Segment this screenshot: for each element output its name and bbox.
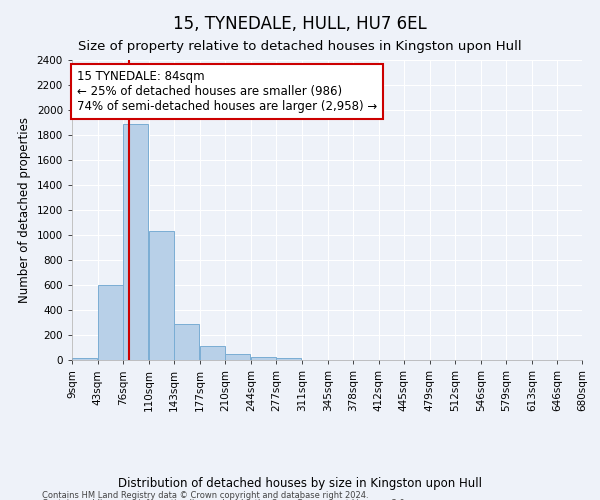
Bar — [149, 231, 174, 360]
Bar — [123, 124, 148, 360]
Bar — [225, 354, 250, 360]
Text: 15 TYNEDALE: 84sqm
← 25% of detached houses are smaller (986)
74% of semi-detach: 15 TYNEDALE: 84sqm ← 25% of detached hou… — [77, 70, 377, 113]
Bar — [174, 324, 199, 360]
Bar — [98, 285, 123, 360]
Text: Contains public sector information licensed under the Open Government Licence v3: Contains public sector information licen… — [42, 499, 407, 500]
Bar — [276, 358, 301, 360]
Text: Size of property relative to detached houses in Kingston upon Hull: Size of property relative to detached ho… — [78, 40, 522, 53]
Text: Distribution of detached houses by size in Kingston upon Hull: Distribution of detached houses by size … — [118, 477, 482, 490]
Bar — [200, 346, 225, 360]
Bar — [251, 357, 276, 360]
Y-axis label: Number of detached properties: Number of detached properties — [18, 117, 31, 303]
Text: Contains HM Land Registry data © Crown copyright and database right 2024.: Contains HM Land Registry data © Crown c… — [42, 490, 368, 500]
Bar — [72, 358, 97, 360]
Text: 15, TYNEDALE, HULL, HU7 6EL: 15, TYNEDALE, HULL, HU7 6EL — [173, 15, 427, 33]
